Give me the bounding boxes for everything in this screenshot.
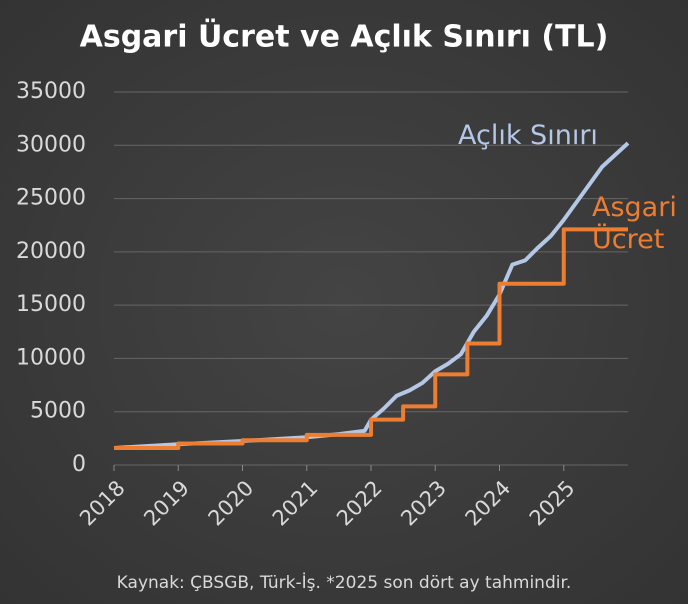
x-tick-label: 2024: [461, 476, 516, 531]
x-tick-label: 2019: [139, 476, 194, 531]
x-tick-label: 2021: [268, 476, 323, 531]
y-tick-label: 5000: [30, 399, 86, 424]
x-tick-label: 2025: [525, 476, 580, 531]
series-line: [113, 141, 630, 450]
y-tick-label: 35000: [16, 79, 86, 104]
y-tick-label: 0: [72, 452, 86, 477]
y-tick-label: 25000: [16, 186, 86, 211]
series-line: [114, 227, 628, 450]
x-tick-label: 2018: [75, 476, 130, 531]
y-tick-label: 15000: [16, 292, 86, 317]
y-tick-label: 10000: [16, 345, 86, 370]
chart-title: Asgari Ücret ve Açlık Sınırı (TL): [80, 18, 609, 55]
x-tick-label: 2023: [396, 476, 451, 531]
y-tick-label: 30000: [16, 132, 86, 157]
y-tick-label: 20000: [16, 239, 86, 264]
x-tick-label: 2022: [332, 476, 387, 531]
series-label: Asgari Ücret: [592, 192, 677, 255]
x-tick-label: 2020: [204, 476, 259, 531]
series-label: Açlık Sınırı: [458, 120, 598, 151]
source-note: Kaynak: ÇBSGB, Türk-İş. *2025 son dört a…: [117, 572, 572, 593]
